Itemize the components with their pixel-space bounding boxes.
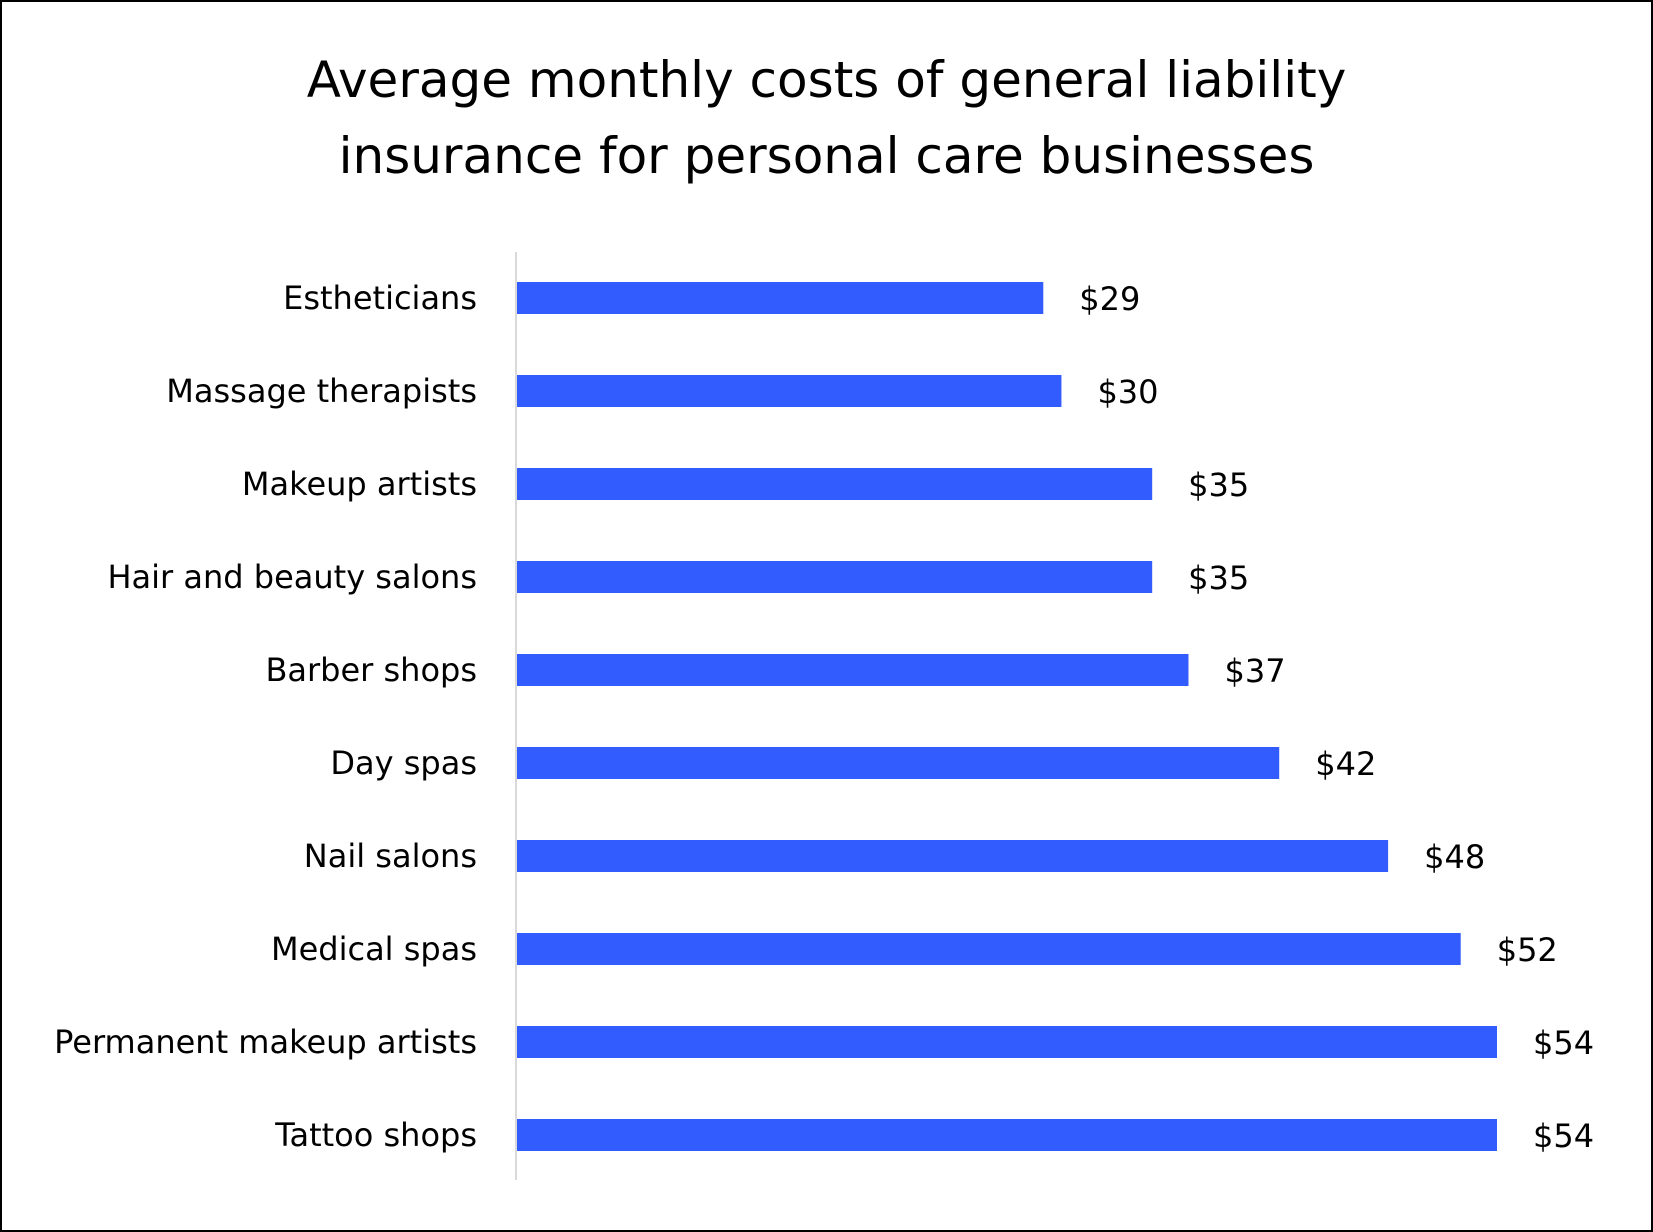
data-label: $37 <box>1224 652 1285 690</box>
bar <box>517 747 1280 779</box>
chart-title-line-2: insurance for personal care businesses <box>338 127 1315 185</box>
bar <box>517 561 1153 593</box>
data-label: $42 <box>1315 745 1376 783</box>
bar <box>517 654 1189 686</box>
category-label: Day spas <box>330 744 477 782</box>
chart-title-line-1: Average monthly costs of general liabili… <box>306 51 1347 109</box>
bar <box>517 1119 1497 1151</box>
category-label: Tattoo shops <box>274 1116 477 1154</box>
chart-title: Average monthly costs of general liabili… <box>2 42 1651 194</box>
category-label: Makeup artists <box>242 465 477 503</box>
data-label: $54 <box>1533 1117 1594 1155</box>
data-label: $35 <box>1188 466 1249 504</box>
bar <box>517 282 1044 314</box>
data-label: $29 <box>1079 280 1140 318</box>
category-label: Permanent makeup artists <box>54 1023 477 1061</box>
bar <box>517 468 1153 500</box>
category-label: Hair and beauty salons <box>107 558 477 596</box>
data-label: $35 <box>1188 559 1249 597</box>
category-label: Barber shops <box>265 651 477 689</box>
bar <box>517 933 1461 965</box>
data-label: $54 <box>1533 1024 1594 1062</box>
data-label: $48 <box>1424 838 1485 876</box>
category-label: Estheticians <box>283 279 477 317</box>
category-label: Massage therapists <box>166 372 477 410</box>
bar <box>517 840 1389 872</box>
bar <box>517 375 1062 407</box>
data-label: $52 <box>1497 931 1558 969</box>
bar <box>517 1026 1497 1058</box>
data-label: $30 <box>1097 373 1158 411</box>
category-label: Medical spas <box>271 930 477 968</box>
category-label: Nail salons <box>304 837 477 875</box>
